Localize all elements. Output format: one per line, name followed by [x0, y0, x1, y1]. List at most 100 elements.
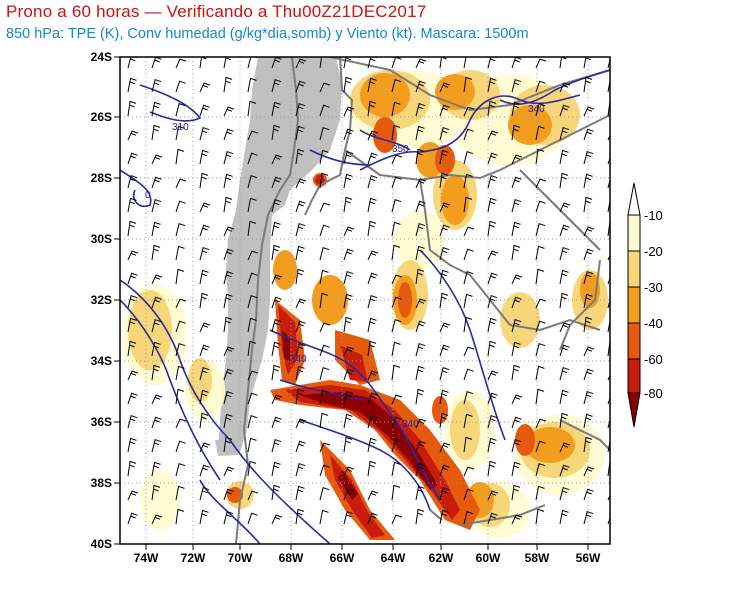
wind-barb — [583, 248, 594, 261]
wind-barb — [391, 199, 402, 213]
wind-barb — [559, 292, 569, 309]
wind-barb — [415, 463, 426, 477]
wind-barb — [199, 509, 209, 525]
wind-barb — [343, 346, 355, 357]
wind-barb — [247, 175, 258, 189]
wind-barb — [463, 57, 467, 69]
wind-barb — [247, 437, 257, 453]
wind-barb — [583, 106, 595, 117]
wind-barb — [199, 442, 211, 453]
wind-barb — [583, 368, 594, 381]
wind-barb — [127, 100, 137, 117]
wind-barb — [343, 511, 354, 525]
wind-barb — [319, 202, 331, 213]
wind-barb — [511, 319, 522, 333]
wind-barb — [391, 296, 402, 309]
lon-label: 68W — [279, 551, 304, 565]
wind-barb — [127, 340, 137, 357]
wind-barb — [559, 104, 570, 117]
wind-barb — [319, 57, 323, 69]
lat-label: 38S — [91, 476, 112, 490]
wind-barb — [223, 106, 235, 117]
wind-barb — [535, 418, 547, 429]
wind-barb — [127, 392, 138, 405]
wind-barb — [247, 512, 258, 525]
wind-barb — [511, 394, 523, 405]
wind-barb — [319, 127, 330, 141]
wind-barb — [391, 341, 401, 357]
wind-barb — [367, 197, 377, 213]
wind-barb — [367, 220, 377, 237]
wind-barb — [463, 196, 473, 213]
wind-barb — [343, 196, 353, 213]
colorbar-swatch — [627, 286, 641, 324]
wind-barb — [511, 154, 523, 165]
wind-barb — [487, 512, 498, 525]
wind-barb — [535, 148, 545, 165]
colorbar-swatch — [627, 250, 641, 288]
wind-barb — [151, 221, 161, 237]
wind-barb — [607, 178, 610, 189]
wind-barb — [463, 271, 474, 285]
wind-barb — [271, 176, 282, 189]
wind-barb — [175, 365, 185, 381]
wind-barb — [271, 416, 282, 429]
wind-barb — [343, 57, 352, 69]
wind-barb — [607, 396, 610, 405]
wind-barb — [463, 106, 475, 117]
lon-label: 70W — [228, 551, 253, 565]
colorbar-label: -40 — [644, 316, 663, 331]
wind-barb — [319, 344, 330, 357]
wind-barb — [487, 460, 497, 477]
wind-barb — [343, 226, 355, 237]
wind-barb — [223, 413, 233, 429]
wind-barb — [343, 488, 354, 501]
wind-barb — [175, 245, 185, 261]
map-title: Prono a 60 horas — Verificando a Thu00Z2… — [6, 2, 427, 21]
wind-barb — [463, 128, 474, 141]
wind-barb — [559, 367, 570, 381]
wind-barb — [295, 80, 306, 93]
wind-barb — [511, 461, 521, 477]
wind-barb — [151, 296, 162, 309]
lon-label: 56W — [576, 551, 601, 565]
wind-barb — [151, 514, 163, 525]
wind-barb — [367, 77, 377, 93]
wind-barb — [535, 245, 545, 261]
wind-barb — [247, 250, 259, 261]
wind-barb — [559, 487, 570, 501]
wind-barb — [391, 319, 402, 333]
wind-barb — [535, 223, 546, 237]
map-panel: 310 0 350 340 340 340 — [120, 57, 610, 544]
wind-barb — [247, 272, 258, 285]
wind-barb — [415, 418, 427, 429]
wind-barb — [511, 296, 522, 309]
wind-barb — [199, 367, 210, 381]
wind-barb — [319, 149, 329, 165]
wind-barb — [391, 154, 403, 165]
wind-barb — [367, 250, 379, 261]
wind-barb — [295, 463, 306, 477]
wind-barb — [607, 100, 610, 117]
wind-barb — [127, 197, 137, 213]
wind-barb — [415, 388, 425, 405]
colorbar: -10 -20 -30 -40 -60 -80 — [627, 182, 663, 428]
wind-barb — [367, 272, 378, 285]
wind-barb — [439, 292, 449, 309]
contour-label: 0 — [145, 190, 151, 201]
wind-barb — [295, 298, 307, 309]
wind-barb — [463, 346, 475, 357]
wind-barb — [367, 340, 377, 357]
wind-barb — [199, 487, 210, 501]
wind-barb — [223, 151, 234, 165]
wind-barb — [511, 244, 521, 261]
wind-barb — [151, 79, 162, 93]
wind-barb — [295, 343, 306, 357]
wind-barb — [439, 82, 451, 93]
wind-barb — [127, 460, 137, 477]
wind-barb — [367, 512, 378, 525]
wind-barb — [319, 104, 330, 117]
wind-barb — [295, 365, 305, 381]
colorbar-label: -10 — [644, 208, 663, 223]
wind-barb — [439, 269, 449, 285]
